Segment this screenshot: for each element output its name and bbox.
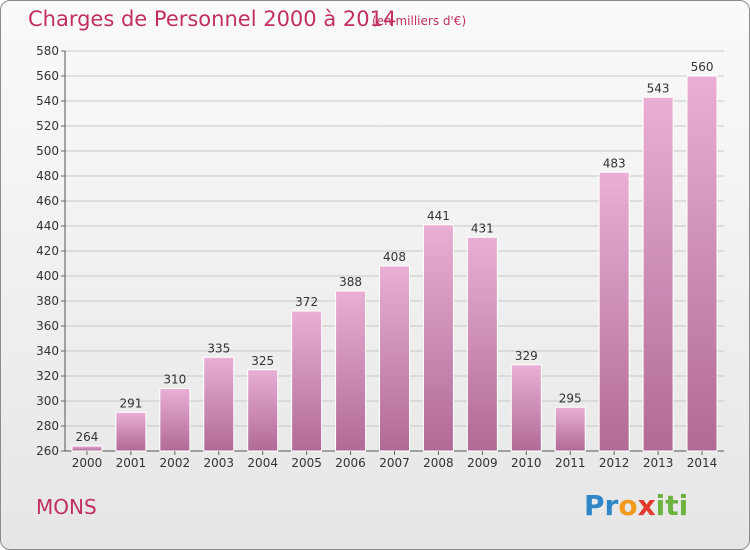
bar-value-label: 441 bbox=[427, 209, 450, 223]
bar bbox=[642, 96, 674, 452]
x-tick-label: 2006 bbox=[335, 456, 366, 470]
chart-subtitle: (en milliers d'€) bbox=[372, 14, 467, 28]
y-tick-label: 580 bbox=[36, 44, 59, 58]
bar-value-label: 325 bbox=[251, 354, 274, 368]
bar-value-label: 483 bbox=[603, 156, 626, 170]
x-tick-label: 2001 bbox=[116, 456, 147, 470]
y-tick-label: 540 bbox=[36, 94, 59, 108]
bar bbox=[71, 445, 103, 452]
bar bbox=[335, 290, 367, 452]
x-tick-label: 2008 bbox=[423, 456, 454, 470]
bar bbox=[554, 406, 586, 452]
bar-value-label: 388 bbox=[339, 275, 362, 289]
x-tick-label: 2010 bbox=[511, 456, 542, 470]
x-tick-label: 2003 bbox=[203, 456, 234, 470]
bar-value-label: 408 bbox=[383, 250, 406, 264]
bar-value-label: 543 bbox=[647, 81, 670, 95]
x-tick-label: 2013 bbox=[643, 456, 674, 470]
bar bbox=[466, 236, 498, 452]
x-tick-label: 2012 bbox=[599, 456, 630, 470]
bar-value-label: 335 bbox=[207, 341, 230, 355]
y-tick-label: 440 bbox=[36, 219, 59, 233]
logo-letter: o bbox=[618, 489, 638, 522]
place-name: MONS bbox=[36, 495, 97, 519]
y-tick-label: 360 bbox=[36, 319, 59, 333]
logo-letter: r bbox=[604, 489, 619, 522]
bar bbox=[598, 171, 630, 452]
y-tick-label: 400 bbox=[36, 269, 59, 283]
bar-value-label: 295 bbox=[559, 391, 582, 405]
bar-value-label: 329 bbox=[515, 349, 538, 363]
bar bbox=[291, 310, 323, 452]
bar-value-label: 431 bbox=[471, 221, 494, 235]
bar-value-label: 291 bbox=[119, 396, 142, 410]
bar-value-label: 264 bbox=[76, 430, 99, 444]
logo-letter: x bbox=[637, 489, 656, 522]
y-tick-label: 480 bbox=[36, 169, 59, 183]
bar-value-label: 560 bbox=[691, 60, 714, 74]
x-tick-label: 2000 bbox=[72, 456, 103, 470]
y-tick-label: 420 bbox=[36, 244, 59, 258]
x-tick-label: 2007 bbox=[379, 456, 410, 470]
y-tick-label: 280 bbox=[36, 419, 59, 433]
logo-letter: i bbox=[678, 489, 689, 522]
logo-letter: P bbox=[584, 489, 605, 522]
x-tick-label: 2011 bbox=[555, 456, 586, 470]
y-tick-label: 380 bbox=[36, 294, 59, 308]
proxiti-logo: Proxiti bbox=[584, 489, 688, 522]
bar bbox=[203, 356, 235, 452]
x-tick-label: 2009 bbox=[467, 456, 498, 470]
y-tick-label: 340 bbox=[36, 344, 59, 358]
bar-value-label: 372 bbox=[295, 295, 318, 309]
bar-value-label: 310 bbox=[163, 373, 186, 387]
y-tick-label: 500 bbox=[36, 144, 59, 158]
x-tick-label: 2002 bbox=[160, 456, 191, 470]
x-tick-label: 2005 bbox=[291, 456, 322, 470]
y-tick-label: 520 bbox=[36, 119, 59, 133]
y-tick-label: 300 bbox=[36, 394, 59, 408]
x-tick-label: 2004 bbox=[247, 456, 278, 470]
y-tick-label: 260 bbox=[36, 444, 59, 458]
logo-letter: i bbox=[655, 489, 666, 522]
bar bbox=[159, 388, 191, 452]
bar bbox=[247, 369, 279, 452]
chart-title: Charges de Personnel 2000 à 2014 bbox=[28, 7, 397, 31]
bar bbox=[686, 75, 718, 452]
bar bbox=[379, 265, 410, 452]
y-tick-label: 320 bbox=[36, 369, 59, 383]
logo-letter: t bbox=[665, 489, 679, 522]
y-tick-label: 460 bbox=[36, 194, 59, 208]
x-tick-label: 2014 bbox=[687, 456, 718, 470]
bar bbox=[422, 224, 454, 452]
y-tick-label: 560 bbox=[36, 69, 59, 83]
bar bbox=[510, 364, 542, 452]
bar bbox=[115, 411, 147, 452]
